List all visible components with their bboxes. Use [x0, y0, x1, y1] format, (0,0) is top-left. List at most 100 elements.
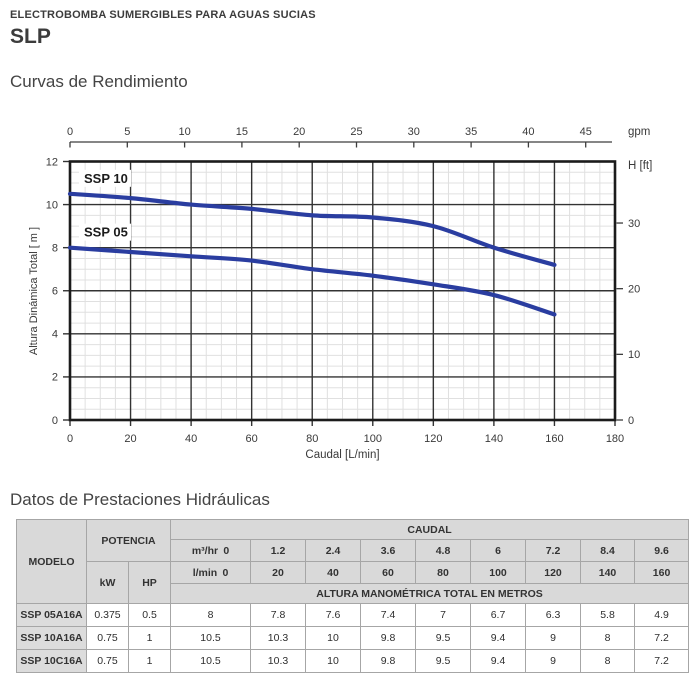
- kw-value: 0.75: [86, 649, 129, 673]
- m3hr-value: 8.4: [580, 539, 636, 562]
- svg-text:8: 8: [52, 242, 58, 254]
- svg-text:0: 0: [67, 433, 73, 445]
- head-value: 10: [305, 626, 362, 650]
- head-value: 9.5: [415, 649, 472, 673]
- kw-value: 0.75: [86, 626, 129, 650]
- svg-text:5: 5: [124, 126, 130, 138]
- svg-text:10: 10: [628, 349, 640, 361]
- head-value: 10.5: [170, 626, 252, 650]
- head-value: 8: [170, 603, 252, 627]
- head-value: 6.7: [470, 603, 527, 627]
- svg-text:80: 80: [306, 433, 318, 445]
- lmin-unit-cell: l/min 0: [170, 561, 252, 584]
- svg-text:H [ft]: H [ft]: [628, 160, 652, 172]
- m3hr-value: 6: [470, 539, 527, 562]
- curve-ssp-10: [67, 191, 557, 267]
- lmin-value: 120: [525, 561, 582, 584]
- svg-text:6: 6: [52, 286, 58, 298]
- svg-text:0: 0: [52, 415, 58, 427]
- head-value: 10.5: [170, 649, 252, 673]
- head-value: 7.6: [305, 603, 362, 627]
- m3hr-value: 4.8: [415, 539, 472, 562]
- head-value: 9.5: [415, 626, 472, 650]
- svg-text:180: 180: [606, 433, 624, 445]
- x-axis-title: Caudal [L/min]: [305, 449, 379, 461]
- svg-text:2: 2: [52, 372, 58, 384]
- curve-label-bg: [79, 169, 131, 187]
- hp-header: HP: [127, 561, 172, 604]
- top-axis-gpm: 0 5 10 15 20 25 30 35 40 45 gpm: [67, 126, 650, 148]
- lmin-value: 160: [634, 561, 690, 584]
- svg-text:20: 20: [628, 283, 640, 295]
- head-value: 5.8: [580, 603, 636, 627]
- m3hr-value: 7.2: [525, 539, 582, 562]
- table-row-altura: ALTURA MANOMÉTRICA TOTAL EN METROS: [17, 583, 690, 604]
- m3hr-value: 2.4: [305, 539, 362, 562]
- head-value: 10.3: [250, 649, 307, 673]
- model-cell: SSP 10A16A: [16, 626, 87, 650]
- svg-text:40: 40: [185, 433, 197, 445]
- potencia-header: POTENCIA: [85, 519, 172, 562]
- page-kicker: ELECTROBOMBA SUMERGIBLES PARA AGUAS SUCI…: [10, 9, 316, 21]
- head-value: 6.3: [525, 603, 582, 627]
- modelo-header: MODELO: [16, 519, 87, 604]
- svg-text:25: 25: [350, 126, 362, 138]
- table-section-title: Datos de Prestaciones Hidráulicas: [10, 490, 270, 509]
- curve-label-bg: [79, 223, 131, 241]
- lmin-value: 40: [305, 561, 362, 584]
- svg-text:10: 10: [46, 199, 58, 211]
- head-value: 9: [525, 649, 582, 673]
- hydraulic-performance-table: MODELO POTENCIA CAUDAL m³/hr 0 1.2 2.4 3.6 4…: [16, 519, 690, 673]
- kw-header: kW: [86, 561, 129, 604]
- product-name: SLP: [10, 25, 51, 48]
- lmin-value: 60: [360, 561, 417, 584]
- head-value: 4.9: [634, 603, 690, 627]
- m3hr-unit-cell: m³/hr 0: [170, 539, 252, 562]
- lmin-value: 80: [415, 561, 472, 584]
- svg-text:140: 140: [485, 433, 503, 445]
- table-row-header-top: MODELO POTENCIA CAUDAL: [16, 519, 690, 604]
- svg-text:gpm: gpm: [628, 126, 650, 138]
- head-value: 7.2: [634, 649, 690, 673]
- model-cell: SSP 10C16A: [16, 649, 87, 673]
- svg-text:30: 30: [408, 126, 420, 138]
- head-value: 8: [580, 649, 636, 673]
- head-value: 9.4: [470, 626, 527, 650]
- table-row-m3hr: m³/hr 0 1.2 2.4 3.6 4.8 6 7.2 8.4 9.6: [17, 539, 690, 562]
- svg-text:4: 4: [52, 329, 58, 341]
- svg-text:0: 0: [628, 415, 634, 427]
- lmin-value: 100: [470, 561, 527, 584]
- svg-text:35: 35: [465, 126, 477, 138]
- table-row: SSP 10A16A 0.75 1 10.5 10.3 10 9.8 9.5 9.4 9 8 7.2: [16, 626, 690, 650]
- svg-text:40: 40: [522, 126, 534, 138]
- head-value: 10.3: [250, 626, 307, 650]
- svg-text:120: 120: [424, 433, 442, 445]
- model-cell: SSP 05A16A: [16, 603, 87, 627]
- hp-value: 1: [127, 626, 172, 650]
- lmin-value: 140: [580, 561, 636, 584]
- plot-border: [68, 160, 617, 422]
- altura-header: ALTURA MANOMÉTRICA TOTAL EN METROS: [170, 583, 690, 604]
- svg-text:20: 20: [124, 433, 136, 445]
- svg-text:15: 15: [236, 126, 248, 138]
- hp-value: 1: [127, 649, 172, 673]
- head-value: 10: [305, 649, 362, 673]
- bottom-axis-lmin: 0 20 40 60 80 100 120 140 160 180: [67, 433, 624, 445]
- right-axis-ft: 0 10 20 30 H [ft]: [616, 160, 652, 427]
- y-axis-title: Altura Dinámica Total [ m ]: [28, 227, 40, 355]
- left-axis-m: 0 2 4 6 8 10 12: [46, 156, 58, 427]
- head-value: 9: [525, 626, 582, 650]
- svg-text:0: 0: [67, 126, 73, 138]
- table-row-lmin: kW HP l/min 0 20 40 60 80 100 120 140 160: [17, 561, 690, 604]
- svg-text:10: 10: [178, 126, 190, 138]
- curve-label-ssp-10: SSP 10: [84, 171, 128, 186]
- svg-text:12: 12: [46, 156, 58, 168]
- chart-section-title: Curvas de Rendimiento: [10, 72, 188, 91]
- table-row: SSP 05A16A 0.375 0.5 8 7.8 7.6 7.4 7 6.7 6.3 5.8 4.…: [16, 603, 690, 627]
- head-value: 7.2: [634, 626, 690, 650]
- curve-ssp-05: [67, 245, 557, 317]
- kw-value: 0.375: [86, 603, 129, 627]
- m3hr-value: 3.6: [360, 539, 417, 562]
- head-value: 7: [415, 603, 472, 627]
